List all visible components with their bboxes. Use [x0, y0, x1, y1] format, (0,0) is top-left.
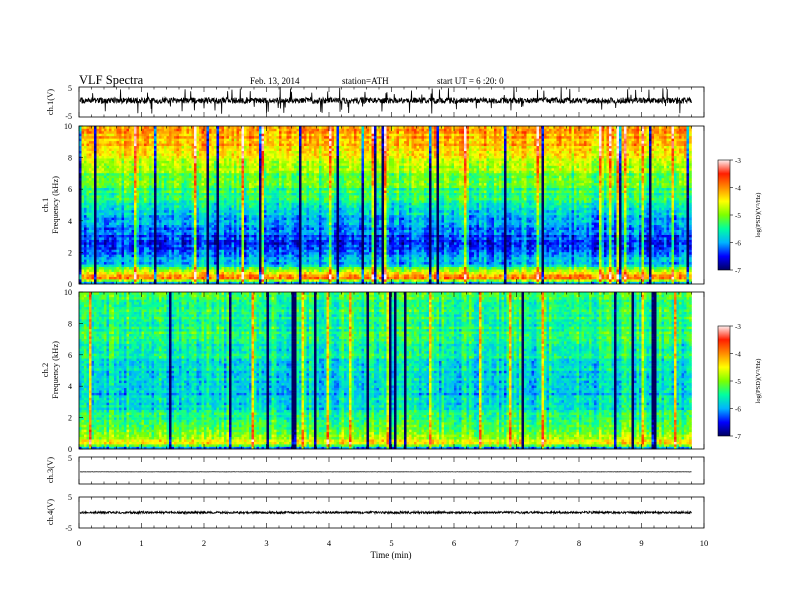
start-time-label: start UT = 6 :20: 0 — [437, 76, 504, 86]
y-tick-label: 8 — [68, 154, 72, 163]
colorbar-tick-label: -4 — [735, 185, 741, 193]
y-tick-label: 10 — [64, 288, 72, 297]
ch1-colorbar-ticks: -3 -4 -5 -6 -7 — [730, 157, 741, 275]
ch2-spectrogram-panel: 0 2 4 6 8 10 ch.2 Frequency (kHz) — [40, 288, 705, 454]
ch4-ytick-bottom: -5 — [65, 524, 72, 533]
colorbar-tick-label: -7 — [735, 433, 741, 441]
x-tick-label: 5 — [389, 538, 393, 548]
ch1-ytick-bottom: -5 — [65, 112, 72, 121]
y-tick-label: 0 — [68, 445, 72, 454]
y-tick-label: 0 — [68, 280, 72, 289]
x-tick-label: 1 — [139, 538, 143, 548]
x-tick-label: 3 — [264, 538, 268, 548]
ch1-spectrogram-panel: 0 2 4 6 8 10 ch.1 Frequency (kHz) — [40, 122, 705, 289]
ch1-spectrogram-image — [79, 126, 692, 285]
date-label: Feb. 13, 2014 — [250, 76, 300, 86]
ch2-spectrogram-image — [79, 292, 692, 450]
x-tick-label: 10 — [700, 538, 709, 548]
x-axis-label: Time (min) — [371, 550, 412, 560]
ch1-colorbar: -3 -4 -5 -6 -7 log(PSD)(V²/Hz) — [717, 157, 762, 275]
y-tick-label: 6 — [68, 185, 72, 194]
y-tick-label: 6 — [68, 351, 72, 360]
x-tick-label: 4 — [327, 538, 332, 548]
ch1-spectrogram-ticks — [78, 126, 705, 284]
ch1-spectrogram-ylabel-channel: ch.1 — [40, 198, 50, 212]
ch3-waveform-ylabel: ch.3(V) — [45, 457, 55, 483]
y-tick-label: 4 — [68, 217, 72, 226]
ch4-waveform-line — [79, 509, 692, 516]
ch1-ytick-top: 5 — [68, 84, 72, 93]
ch2-colorbar: -3 -4 -5 -6 -7 log(PSD)(V²/Hz) — [717, 323, 762, 441]
x-tick-label: 6 — [452, 538, 456, 548]
ch1-waveform-line — [79, 87, 692, 114]
ch3-ytick-top: 5 — [68, 454, 72, 463]
colorbar-tick-label: -3 — [735, 157, 741, 165]
y-tick-label: 10 — [64, 122, 72, 131]
ch2-colorbar-ticks: -3 -4 -5 -6 -7 — [730, 323, 741, 441]
ch4-ytick-top: 5 — [68, 493, 72, 502]
y-tick-label: 2 — [68, 248, 72, 257]
colorbar-tick-label: -5 — [735, 378, 741, 386]
ch1-waveform-ticks — [78, 87, 705, 117]
x-tick-label: 7 — [514, 538, 518, 548]
ch3-waveform-ticks — [78, 457, 705, 484]
colorbar-tick-label: -4 — [735, 351, 741, 359]
colorbar-tick-label: -6 — [735, 406, 741, 414]
colorbar-tick-label: -5 — [735, 212, 741, 220]
ch1-waveform-ylabel: ch.1(V) — [45, 89, 55, 115]
ch1-colorbar-gradient — [717, 159, 731, 271]
ch3-waveform-panel: 5 ch.3(V) — [45, 454, 705, 485]
x-tick-label: 9 — [639, 538, 643, 548]
x-tick-label: 8 — [577, 538, 581, 548]
ch2-spectrogram-ylabel-frequency: Frequency (kHz) — [50, 341, 60, 399]
ch4-waveform-ylabel: ch.4(V) — [45, 499, 55, 525]
ch2-colorbar-gradient — [717, 325, 731, 437]
colorbar-tick-label: -6 — [735, 240, 741, 248]
figure-title: VLF Spectra — [79, 73, 144, 87]
ch2-colorbar-label: log(PSD)(V²/Hz) — [755, 359, 762, 404]
ch2-spectrogram-ylabel-channel: ch.2 — [40, 363, 50, 377]
y-tick-label: 2 — [68, 414, 72, 423]
ch1-spectrogram-ylabel-frequency: Frequency (kHz) — [50, 176, 60, 234]
ch4-waveform-ticks — [78, 497, 705, 528]
ch2-spectrogram-ticks — [78, 292, 705, 449]
y-tick-label: 8 — [68, 319, 72, 328]
ch2-spectrogram-yticks: 0 2 4 6 8 10 — [64, 288, 83, 454]
ch1-spectrogram-yticks: 0 2 4 6 8 10 — [64, 122, 83, 289]
ch1-colorbar-label: log(PSD)(V²/Hz) — [755, 193, 762, 238]
y-tick-label: 4 — [68, 382, 72, 391]
station-label: station=ATH — [342, 76, 389, 86]
colorbar-tick-label: -3 — [735, 323, 741, 331]
colorbar-tick-label: -7 — [735, 267, 741, 275]
x-tick-label: 0 — [77, 538, 81, 548]
x-tick-label: 2 — [202, 538, 206, 548]
ch1-waveform-panel: 5 -5 ch.1(V) — [45, 84, 705, 121]
x-axis-tick-labels: 0 1 2 3 4 5 6 7 8 9 10 — [77, 538, 708, 548]
ch4-waveform-panel: 5 -5 ch.4(V) — [45, 493, 705, 533]
